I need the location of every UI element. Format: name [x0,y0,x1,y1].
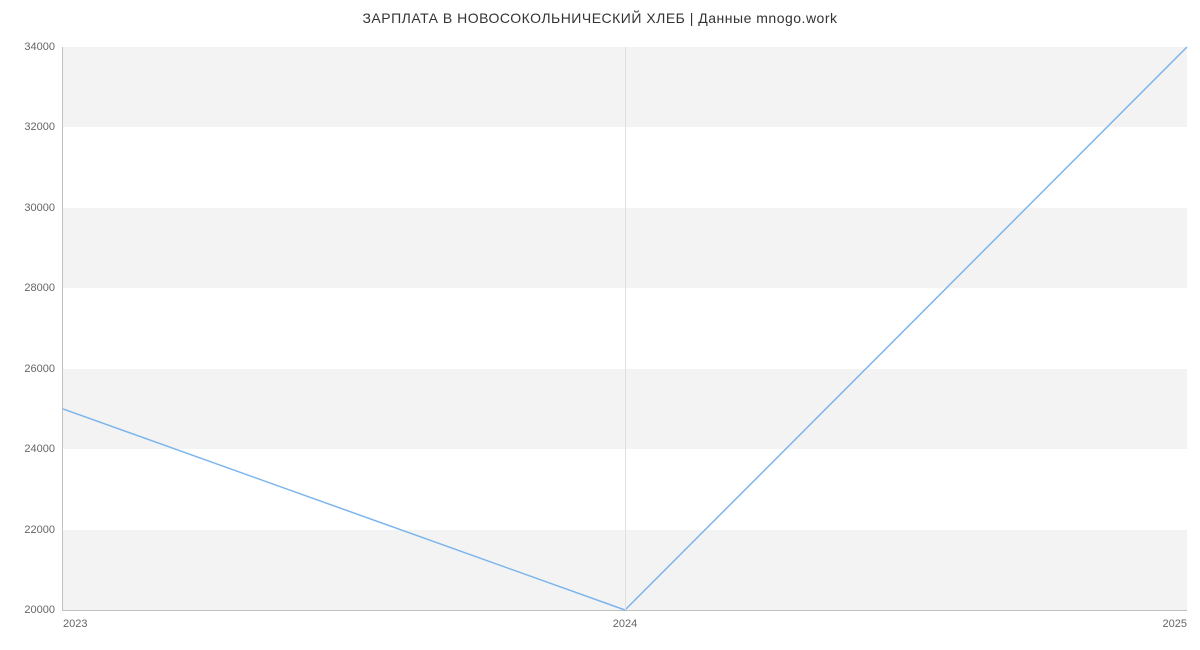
y-tick-label: 30000 [24,202,55,214]
x-tick-label: 2023 [63,618,87,630]
y-tick-label: 34000 [24,41,55,53]
y-tick-label: 28000 [24,282,55,294]
chart-title: ЗАРПЛАТА В НОВОСОКОЛЬНИЧЕСКИЙ ХЛЕБ | Дан… [0,10,1200,26]
y-tick-label: 20000 [24,604,55,616]
y-tick-label: 26000 [24,363,55,375]
x-tick-label: 2025 [1163,618,1187,630]
y-tick-label: 32000 [24,121,55,133]
x-tick-label: 2024 [613,618,637,630]
y-tick-label: 22000 [24,524,55,536]
line-chart: ЗАРПЛАТА В НОВОСОКОЛЬНИЧЕСКИЙ ХЛЕБ | Дан… [0,0,1200,650]
y-tick-label: 24000 [24,443,55,455]
x-gridline [625,47,626,610]
plot-area: 2023202420252000022000240002600028000300… [62,47,1187,611]
